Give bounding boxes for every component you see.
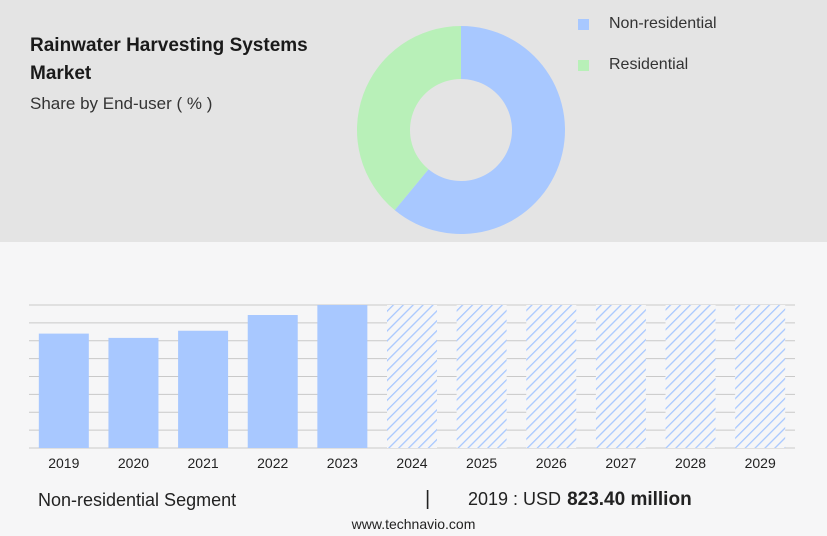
source-link[interactable]: www.technavio.com: [351, 516, 476, 532]
donut-slice-non-residential: [394, 26, 565, 234]
chart-title: Rainwater Harvesting Systems Market: [30, 35, 308, 84]
x-tick-label-2025: 2025: [466, 455, 497, 471]
x-tick-label-2024: 2024: [396, 455, 427, 471]
bar-2023: [317, 305, 368, 448]
footer-separator: |: [425, 488, 431, 510]
x-tick-label-2019: 2019: [48, 455, 79, 471]
donut-slice-residential: [357, 26, 461, 211]
footer-segment: Non-residential Segment: [38, 490, 237, 510]
footer-value-block: 2019 : USD 823.40 million: [468, 489, 692, 511]
legend-swatch-residential: [578, 59, 589, 71]
bar-2027: [595, 305, 646, 448]
legend-item-residential: Residential: [578, 53, 717, 77]
bar-2022: [247, 315, 298, 448]
legend-label-residential: Residential: [609, 56, 689, 73]
x-tick-label-2026: 2026: [536, 455, 567, 471]
bar-2026: [526, 305, 577, 448]
x-tick-label-2029: 2029: [745, 455, 776, 471]
x-tick-label-2022: 2022: [257, 455, 288, 471]
x-tick-label-2027: 2027: [605, 455, 636, 471]
bar-2019: [38, 333, 89, 448]
bar-2029: [735, 305, 786, 448]
x-tick-label-2023: 2023: [327, 455, 358, 471]
chart-subtitle: Share by End-user ( % ): [30, 94, 213, 113]
legend-swatch-non-residential: [578, 18, 589, 30]
x-tick-label-2021: 2021: [188, 455, 219, 471]
footer-year-prefix: 2019 : USD: [468, 489, 562, 509]
legend: Non-residential Residential: [578, 12, 717, 94]
footer-value: 823.40 million: [567, 489, 692, 510]
bar-chart: 2019 2020 2021 2022 2023 2024 2025 2026 2027 2028…: [29, 304, 795, 471]
legend-item-non-residential: Non-residential: [578, 12, 717, 36]
bar-2024: [387, 305, 437, 448]
bar-2025: [456, 305, 507, 448]
x-tick-label-2028: 2028: [675, 455, 706, 471]
legend-label-non-residential: Non-residential: [609, 15, 717, 32]
bar-2020: [108, 337, 159, 448]
x-tick-label-2020: 2020: [118, 455, 149, 471]
bar-2028: [665, 305, 716, 448]
donut-chart: [357, 26, 565, 234]
bar-2021: [178, 330, 229, 448]
